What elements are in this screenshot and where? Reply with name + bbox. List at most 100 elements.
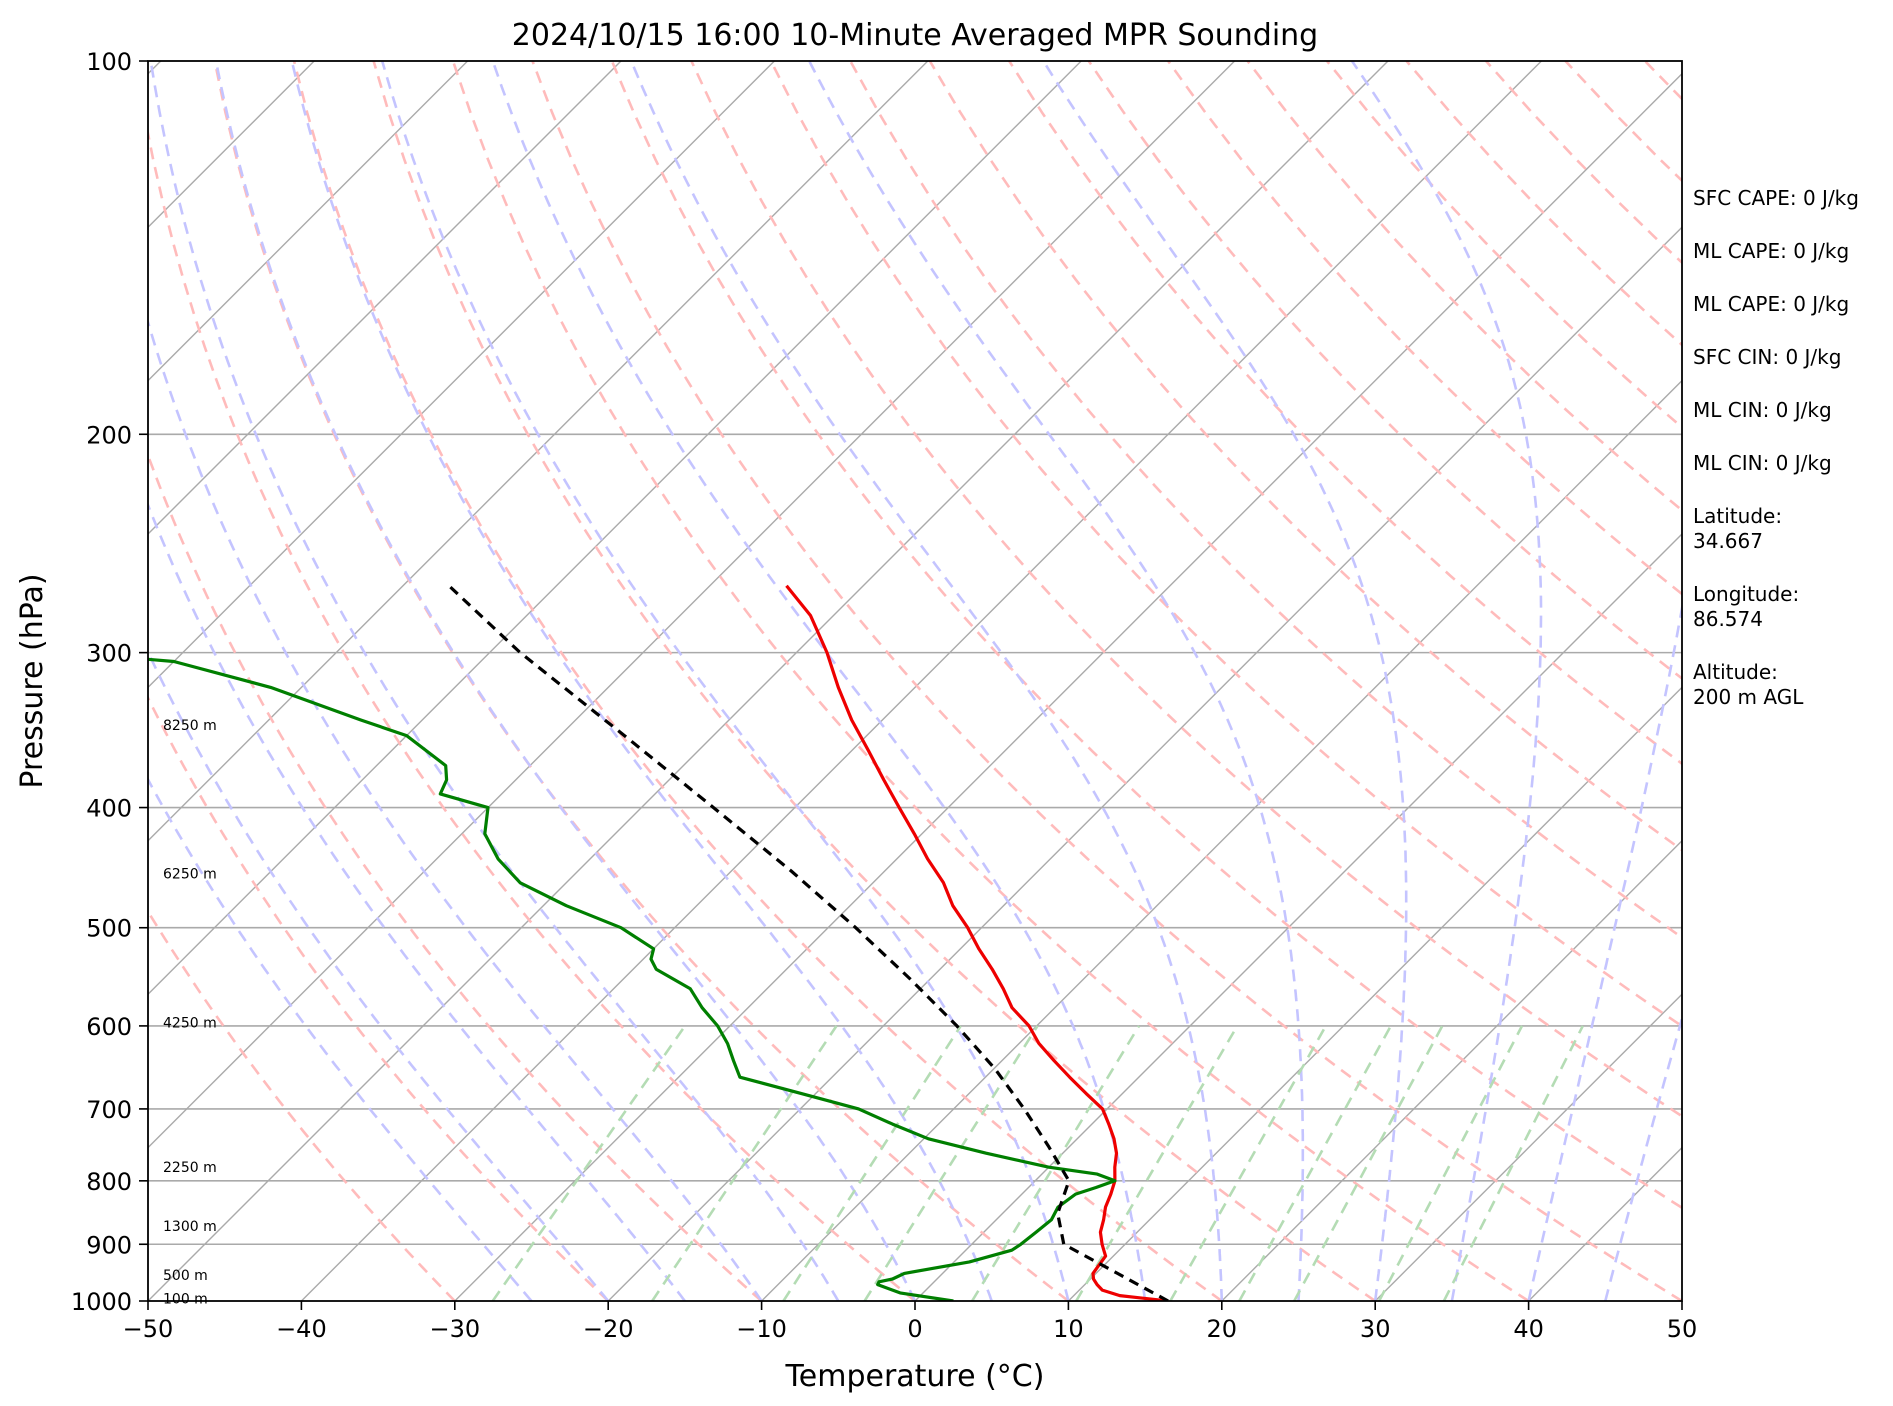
sounding-profiles <box>148 584 1169 1301</box>
mixing-ratio-line <box>1075 1025 1239 1301</box>
latitude: Latitude: 34.667 <box>1693 504 1888 554</box>
mixing-ratio-line <box>1442 1025 1584 1301</box>
moist-adiabat-line <box>148 317 763 1301</box>
dry-adiabat-line <box>372 61 1376 1301</box>
x-tick-label: −20 <box>583 1315 634 1343</box>
mixing-ratio-line <box>1377 1025 1524 1301</box>
y-tick-label: 800 <box>86 1168 132 1196</box>
isotherm-grid <box>0 61 1682 1301</box>
dry-adiabats <box>148 61 1682 1301</box>
moist-adiabat-line <box>491 61 1147 1301</box>
y-tick-label: 200 <box>86 421 132 449</box>
y-ticks: 100 200 300 400 500 600 700 800 900 1000 <box>71 48 148 1316</box>
mixing-ratio-line <box>651 1025 838 1301</box>
dry-adiabat-line <box>531 61 1682 1301</box>
longitude: Longitude: 86.574 <box>1693 582 1888 632</box>
mixing-ratio-line <box>1238 1025 1392 1301</box>
plot-frame <box>147 60 1683 1302</box>
isotherm-line <box>300 61 1542 1301</box>
height-label: 4250 m <box>163 1015 217 1031</box>
height-label: 8250 m <box>163 718 217 734</box>
isotherm-line <box>1221 839 1682 1301</box>
ml-cin-2: ML CIN: 0 J/kg <box>1693 451 1832 475</box>
height-label: 1300 m <box>163 1219 217 1235</box>
isotherm-line <box>148 61 1389 1301</box>
isotherm-line <box>914 533 1682 1301</box>
x-tick-label: 40 <box>1513 1315 1544 1343</box>
x-tick-label: 50 <box>1667 1315 1698 1343</box>
isotherm-line <box>148 61 622 535</box>
x-tick-label: 10 <box>1053 1315 1084 1343</box>
y-tick-label: 700 <box>86 1096 132 1124</box>
y-tick-label: 1000 <box>71 1288 132 1316</box>
dry-adiabat-line <box>292 61 1223 1301</box>
isotherm-line <box>454 72 1682 1301</box>
x-axis-label: Temperature (°C) <box>785 1359 1045 1394</box>
isotherm-line <box>0 61 7 1301</box>
longitude-value: 86.574 <box>1693 607 1763 631</box>
height-label: 100 m <box>163 1291 208 1307</box>
x-ticks: −50 −40 −30 −20 −10 0 10 20 30 40 50 <box>123 1301 1698 1343</box>
latitude-value: 34.667 <box>1693 529 1763 553</box>
mixing-ratio-lines <box>491 1025 1584 1301</box>
mixing-ratio-line <box>1293 1025 1444 1301</box>
dry-adiabat-line <box>610 61 1682 1210</box>
height-label: 500 m <box>163 1268 208 1284</box>
dry-adiabat-line <box>148 451 763 1301</box>
x-tick-label: 20 <box>1207 1315 1238 1343</box>
moist-adiabats <box>148 61 1682 1301</box>
y-tick-label: 900 <box>86 1231 132 1259</box>
moist-adiabat-line <box>630 61 1224 1301</box>
y-tick-label: 600 <box>86 1013 132 1041</box>
dry-adiabat-line <box>213 61 1070 1301</box>
ml-cin: ML CIN: 0 J/kg <box>1693 398 1832 422</box>
altitude-value: 200 m AGL <box>1693 685 1804 709</box>
ml-cape: ML CAPE: 0 J/kg <box>1693 239 1850 263</box>
altitude-label: Altitude: <box>1693 660 1778 684</box>
dewpoint-profile-line <box>148 657 1117 1301</box>
isotherm-line <box>1067 686 1682 1301</box>
mixing-ratio-line <box>863 1025 1039 1301</box>
isotherm-line <box>761 379 1682 1301</box>
sfc-cape: SFC CAPE: 0 J/kg <box>1693 186 1859 210</box>
moist-adiabat-line <box>214 61 917 1301</box>
height-label: 2250 m <box>163 1160 217 1176</box>
moist-adiabat-line <box>1042 61 1408 1301</box>
x-tick-label: −10 <box>736 1315 787 1343</box>
isotherm-line <box>148 61 1082 996</box>
y-tick-label: 400 <box>86 795 132 823</box>
isotherm-line <box>607 226 1682 1301</box>
moist-adiabat-line <box>149 61 840 1301</box>
x-tick-label: −40 <box>276 1315 327 1343</box>
x-tick-label: 30 <box>1360 1315 1391 1343</box>
moist-adiabat-line <box>380 61 1070 1301</box>
isotherm-line <box>1374 993 1682 1301</box>
parcel-profile-line <box>447 584 1169 1301</box>
moist-adiabat-line <box>1604 1013 1682 1301</box>
height-label: 6250 m <box>163 866 217 882</box>
y-axis-label: Pressure (hPa) <box>15 573 50 788</box>
height-labels: 100 m 500 m 1300 m 2250 m 4250 m 6250 m 8250 m <box>163 718 217 1308</box>
longitude-label: Longitude: <box>1693 582 1800 606</box>
y-tick-label: 300 <box>86 640 132 668</box>
dry-adiabat-line <box>148 694 610 1301</box>
moist-adiabat-line <box>290 61 993 1301</box>
moist-adiabat-line <box>1350 61 1543 1301</box>
x-tick-label: −30 <box>429 1315 480 1343</box>
dry-adiabat-line <box>1167 61 1682 596</box>
mixing-ratio-line <box>782 1025 962 1301</box>
y-tick-label: 100 <box>86 48 132 76</box>
dry-adiabat-line <box>148 126 916 1301</box>
dry-adiabat-line <box>148 908 456 1301</box>
altitude: Altitude: 200 m AGL <box>1693 660 1888 710</box>
moist-adiabat-line <box>808 61 1305 1301</box>
mixing-ratio-line <box>970 1025 1141 1301</box>
isotherm-line <box>148 61 1236 1149</box>
latitude-label: Latitude: <box>1693 504 1783 528</box>
dry-adiabat-line <box>1087 61 1682 681</box>
x-tick-label: 0 <box>907 1315 922 1343</box>
temperature-profile-line <box>785 584 1169 1301</box>
moist-adiabat-line <box>148 501 686 1301</box>
x-tick-label: −50 <box>123 1315 174 1343</box>
